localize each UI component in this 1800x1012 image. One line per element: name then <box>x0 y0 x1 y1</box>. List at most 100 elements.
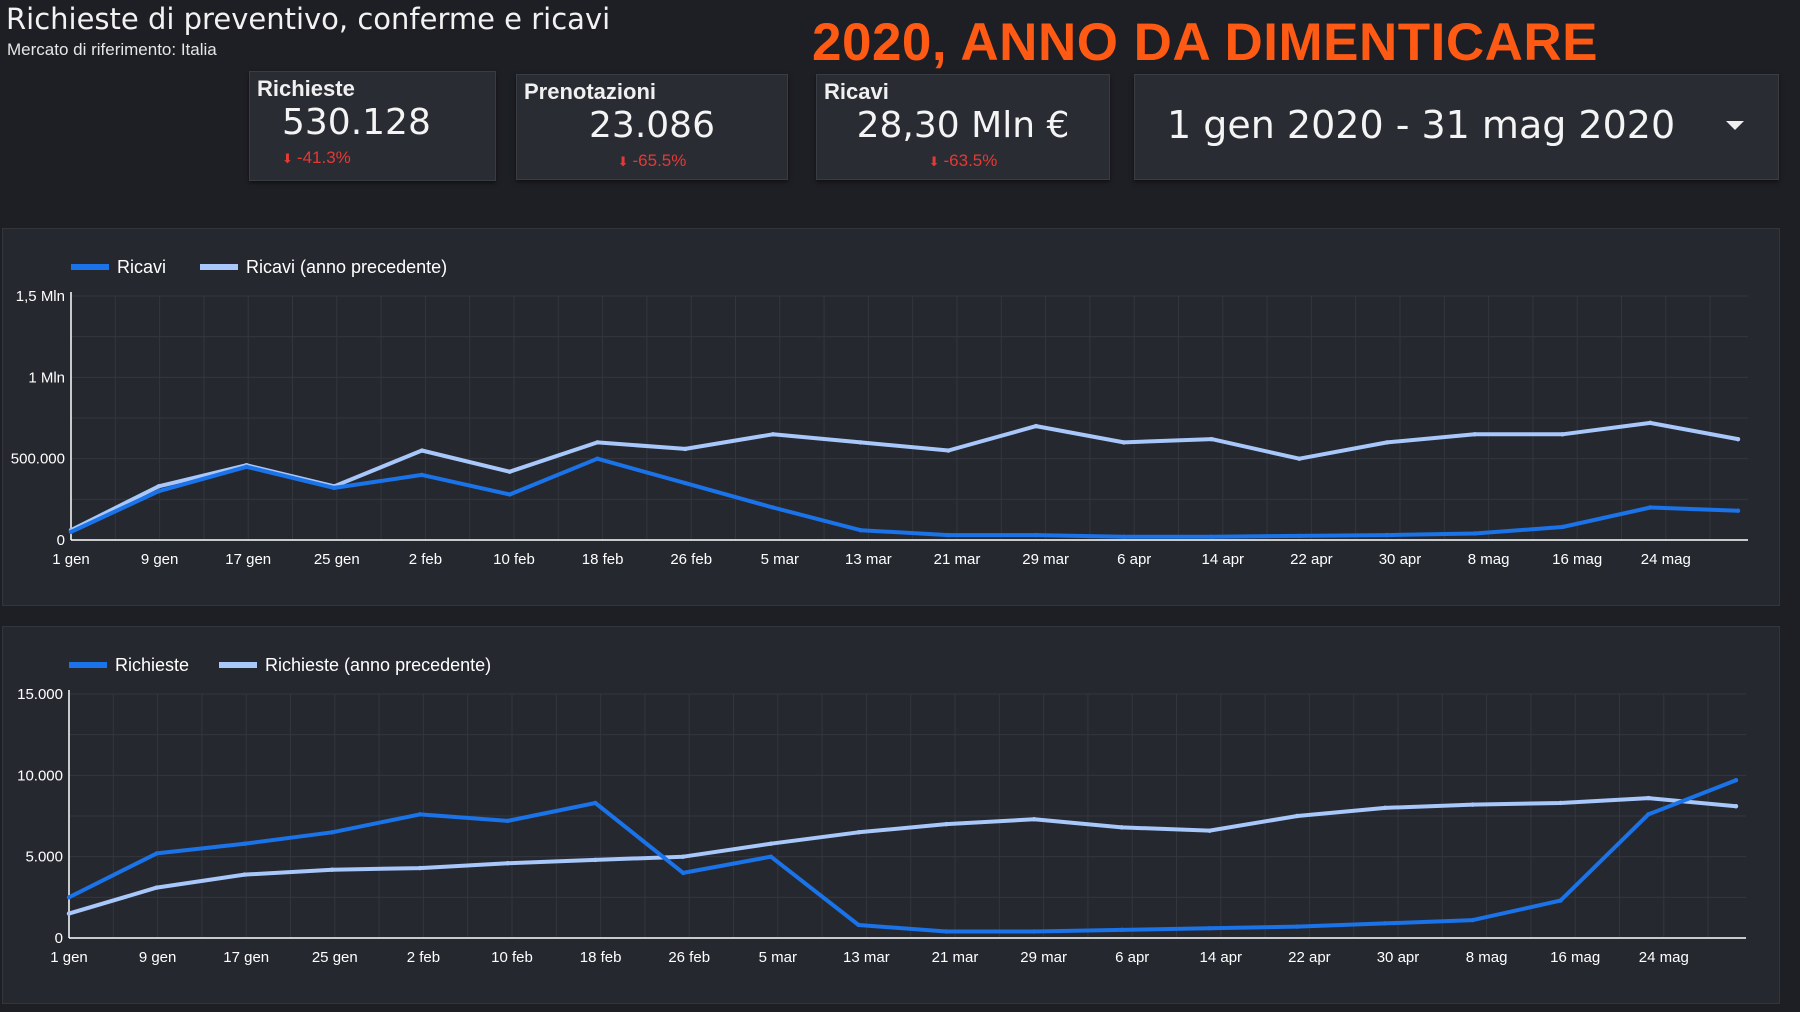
x-tick-label: 21 mar <box>934 551 981 568</box>
data-point <box>505 818 510 824</box>
data-point <box>1560 432 1565 437</box>
data-point <box>1470 802 1475 807</box>
y-tick-label: 500.000 <box>11 451 65 468</box>
x-tick-label: 10 feb <box>491 949 533 966</box>
data-point <box>858 528 863 533</box>
data-point <box>1646 812 1651 817</box>
data-point <box>1558 898 1563 903</box>
kpi-card-richieste: Richieste 530.128 ⬇ -41.3% <box>249 71 496 181</box>
data-point <box>1033 532 1039 538</box>
data-point <box>1733 778 1739 783</box>
x-tick-label: 22 apr <box>1288 949 1331 966</box>
x-tick-label: 29 mar <box>1020 949 1067 966</box>
kpi-label: Ricavi <box>824 79 889 104</box>
data-point <box>1646 795 1651 801</box>
data-point <box>419 472 425 478</box>
x-tick-label: 1 gen <box>50 949 88 966</box>
data-point <box>1121 534 1127 539</box>
y-tick-label: 10.000 <box>17 767 63 784</box>
x-tick-label: 17 gen <box>225 551 271 568</box>
headline: 2020, ANNO DA DIMENTICARE <box>812 13 1599 72</box>
series-line <box>67 778 1738 934</box>
x-tick-label: 16 mag <box>1552 551 1602 568</box>
data-point <box>1384 532 1390 538</box>
data-point <box>242 872 247 877</box>
series-line <box>67 796 1738 916</box>
data-point <box>244 464 249 469</box>
x-tick-label: 2 feb <box>409 551 442 568</box>
data-point <box>66 911 72 916</box>
kpi-delta-value: -63.5% <box>943 151 998 170</box>
x-tick-label: 9 gen <box>139 949 177 966</box>
data-point <box>1209 534 1214 539</box>
data-point <box>1472 432 1477 437</box>
data-point <box>770 505 776 510</box>
x-tick-label: 8 mag <box>1468 551 1510 568</box>
data-point <box>1382 805 1388 811</box>
kpi-card-ricavi: Ricavi 28,30 Mln € ⬇ -63.5% <box>816 74 1110 180</box>
data-point <box>1297 533 1302 539</box>
data-point <box>1297 456 1302 461</box>
legend-label: Richieste (anno precedente) <box>265 655 491 675</box>
y-tick-label: 0 <box>55 930 63 947</box>
kpi-value: 28,30 Mln € <box>856 105 1070 146</box>
kpi-delta-value: -41.3% <box>296 148 351 167</box>
data-point <box>946 448 951 453</box>
data-point <box>1648 505 1653 510</box>
x-tick-label: 24 mag <box>1641 551 1691 568</box>
y-tick-label: 1 Mln <box>28 369 65 386</box>
data-point <box>1735 436 1741 442</box>
data-point <box>770 432 776 437</box>
data-point <box>595 456 600 461</box>
x-tick-label: 30 apr <box>1379 551 1422 568</box>
y-tick-label: 5.000 <box>25 849 63 866</box>
data-point <box>1121 440 1127 445</box>
data-point <box>856 922 861 928</box>
data-point <box>242 841 247 846</box>
x-tick-label: 8 mag <box>1466 949 1508 966</box>
data-point <box>330 830 335 835</box>
data-point <box>768 854 774 859</box>
kpi-value: 23.086 <box>589 105 715 146</box>
data-point <box>680 854 686 859</box>
kpi-card-prenotazioni: Prenotazioni 23.086 ⬇ -65.5% <box>516 74 788 180</box>
data-point <box>1033 423 1039 429</box>
x-tick-label: 6 apr <box>1115 949 1149 966</box>
data-point <box>507 469 512 474</box>
data-point <box>1558 800 1563 806</box>
data-point <box>1733 804 1739 809</box>
data-point <box>419 448 425 453</box>
x-tick-label: 30 apr <box>1377 949 1420 966</box>
date-range-picker[interactable]: 1 gen 2020 - 31 mag 2020 <box>1134 74 1779 180</box>
data-point <box>682 446 688 452</box>
date-range-label: 1 gen 2020 - 31 mag 2020 <box>1167 103 1676 147</box>
data-point <box>1472 531 1477 536</box>
y-tick-label: 0 <box>57 532 65 549</box>
kpi-delta: ⬇ -41.3% <box>282 148 495 168</box>
x-tick-label: 16 mag <box>1550 949 1600 966</box>
chevron-down-icon[interactable] <box>1726 121 1744 130</box>
x-tick-label: 5 mar <box>759 949 797 966</box>
x-tick-label: 24 mag <box>1639 949 1689 966</box>
data-point <box>417 865 423 871</box>
kpi-delta: ⬇ -63.5% <box>817 151 1109 171</box>
data-point <box>944 929 949 934</box>
x-tick-label: 22 apr <box>1290 551 1333 568</box>
data-point <box>156 484 161 489</box>
series-line <box>69 420 1740 533</box>
data-point <box>1382 921 1388 926</box>
legend-label: Ricavi (anno precedente) <box>246 257 447 277</box>
page-title: Richieste di preventivo, conferme e rica… <box>6 2 611 36</box>
down-arrow-icon: ⬇ <box>617 154 629 169</box>
data-point <box>1735 508 1741 513</box>
data-point <box>330 867 335 872</box>
x-tick-label: 13 mar <box>845 551 892 568</box>
revenue-line-chart: 0 500.000 1 Mln 1,5 Mln 1 gen 9 gen 17 gen 25 g… <box>11 257 1748 568</box>
data-point <box>1384 440 1390 445</box>
data-point <box>505 860 510 866</box>
y-tick-label: 15.000 <box>17 686 63 703</box>
data-point <box>595 440 600 445</box>
data-point <box>68 529 74 535</box>
x-tick-label: 1 gen <box>52 551 90 568</box>
data-point <box>856 830 861 835</box>
